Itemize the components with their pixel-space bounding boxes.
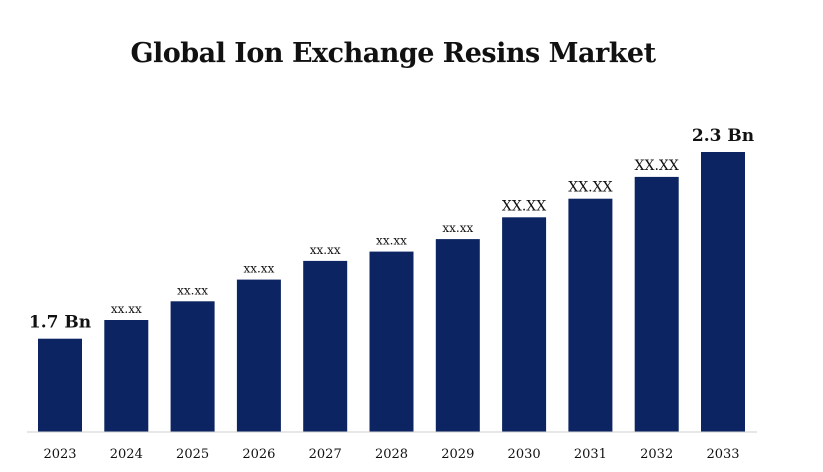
- chart-title: Global Ion Exchange Resins Market: [130, 38, 656, 69]
- bar-2023: [38, 338, 82, 432]
- data-labels-group: 1.7 Bn xx.xx xx.xx xx.xx xx.xx xx.xx xx.xx XX.X…: [29, 126, 754, 333]
- x-tick-label-2031: 2031: [574, 447, 607, 462]
- bar-2026: [236, 279, 281, 432]
- bar-2033: [701, 152, 745, 432]
- bar-2029: [435, 239, 480, 432]
- data-label-2025: xx.xx: [177, 283, 208, 297]
- x-tick-labels-group: 2023 2024 2025 2026 2027 2028 2029 2030 2031 2032…: [43, 447, 739, 462]
- bar-2024: [104, 320, 149, 432]
- data-label-2030: XX.XX: [502, 198, 546, 214]
- bar-2027: [303, 260, 348, 432]
- bars-group: [38, 152, 745, 432]
- bar-2031: [568, 198, 613, 432]
- data-label-2024: xx.xx: [111, 302, 142, 316]
- data-label-2028: xx.xx: [376, 234, 407, 248]
- data-label-2026: xx.xx: [243, 262, 274, 276]
- x-tick-label-2032: 2032: [640, 447, 673, 462]
- data-label-2023: 1.7 Bn: [29, 313, 91, 333]
- data-label-2031: XX.XX: [568, 180, 612, 196]
- data-label-2032: XX.XX: [635, 158, 679, 174]
- x-tick-label-2023: 2023: [43, 447, 76, 462]
- bar-2025: [170, 301, 215, 432]
- x-tick-label-2024: 2024: [110, 447, 143, 462]
- x-tick-label-2028: 2028: [375, 447, 408, 462]
- bar-2030: [502, 217, 547, 432]
- bar-2028: [369, 251, 414, 432]
- x-tick-label-2030: 2030: [508, 447, 541, 462]
- bar-2032: [634, 176, 679, 432]
- data-label-2027: xx.xx: [310, 243, 341, 257]
- x-tick-label-2025: 2025: [176, 447, 209, 462]
- x-tick-label-2026: 2026: [242, 447, 275, 462]
- data-label-2033: 2.3 Bn: [692, 126, 754, 146]
- x-tick-label-2033: 2033: [706, 447, 739, 462]
- x-tick-label-2027: 2027: [309, 447, 342, 462]
- data-label-2029: xx.xx: [442, 221, 473, 235]
- x-tick-label-2029: 2029: [441, 447, 474, 462]
